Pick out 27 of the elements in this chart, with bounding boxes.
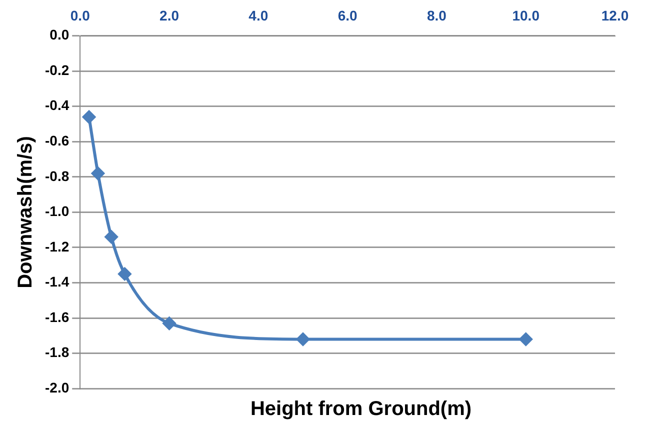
y-axis-title: Downwash(m/s) [14,136,37,288]
point [104,230,118,244]
point [91,166,104,180]
point [118,267,132,280]
point [296,332,310,346]
y-tick-label: -0.6 [45,132,70,148]
point [82,110,96,124]
y-tick-label: -0.8 [45,168,70,184]
x-tick-label: 6.0 [338,7,358,24]
y-tick-label: -2.0 [45,379,70,396]
x-tick-label: 10.0 [512,7,540,24]
x-tick-label: 2.0 [160,7,180,24]
point [519,332,532,346]
y-tick-label: -1.6 [45,308,70,325]
y-tick-label: -0.2 [45,62,70,78]
x-axis-title: Height from Ground(m) [249,398,473,421]
y-tick-label: 0.0 [50,26,70,43]
x-tick-label: 12.0 [601,7,629,24]
x-tick-label: 8.0 [426,7,447,24]
y-tick-label: -1.2 [45,238,70,254]
y-tick-label: -1.8 [45,344,70,360]
x-tick-label: 0.0 [70,7,90,24]
y-tick-label: -1.0 [45,203,70,220]
point [162,316,176,330]
x-tick-label: 4.0 [248,7,268,24]
y-tick-label: -0.4 [45,97,70,114]
y-tick-label: -1.4 [45,274,70,290]
